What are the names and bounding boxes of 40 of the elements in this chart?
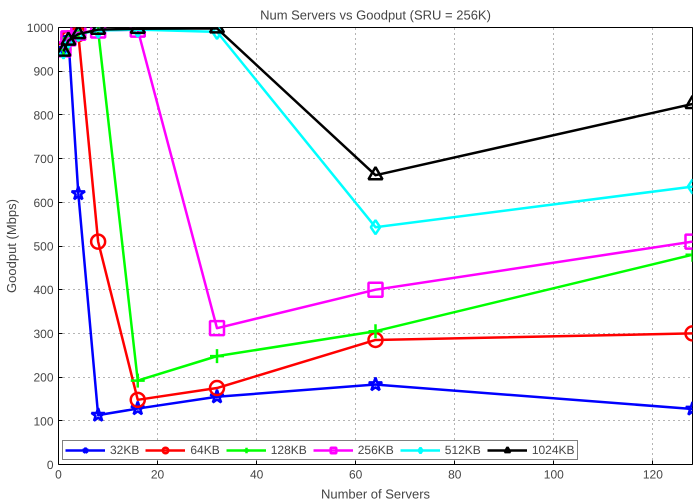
y-tick-label: 100 <box>33 414 54 428</box>
legend-label: 64KB <box>190 443 220 457</box>
point <box>130 392 146 408</box>
y-tick-label: 500 <box>33 240 54 254</box>
y-tick-label: 700 <box>33 152 54 166</box>
x-tick-label: 80 <box>448 468 462 482</box>
point <box>130 372 146 389</box>
y-tick-label: 800 <box>33 108 54 122</box>
y-axis-title: Goodput (Mbps) <box>4 199 19 293</box>
x-tick-label: 20 <box>150 468 165 482</box>
legend-label: 32KB <box>110 443 140 457</box>
point <box>368 376 384 392</box>
x-tick-label: 40 <box>250 468 264 482</box>
y-tick-label: 0 <box>46 458 54 472</box>
point <box>367 281 384 298</box>
legend-label: 256KB <box>358 443 394 457</box>
x-tick-label: 100 <box>544 468 564 482</box>
x-tick-label: 0 <box>55 468 62 482</box>
point <box>208 320 226 336</box>
y-tick-label: 900 <box>33 64 54 79</box>
point <box>367 332 384 348</box>
chart-title: Num Servers vs Goodput (SRU = 256K) <box>260 8 491 22</box>
y-tick-label: 300 <box>33 326 54 341</box>
point <box>208 348 226 364</box>
point <box>90 406 106 422</box>
y-tick-label: 200 <box>33 370 54 385</box>
point <box>90 233 106 250</box>
legend-label: 512KB <box>444 443 481 457</box>
x-tick-label: 60 <box>349 468 363 482</box>
point <box>367 322 384 340</box>
point <box>370 218 382 236</box>
x-axis-title: Number of Servers <box>320 486 431 502</box>
y-tick-label: 400 <box>33 283 54 298</box>
y-tick-label: 1000 <box>26 21 54 35</box>
point <box>70 185 86 200</box>
y-tick-label: 600 <box>33 196 54 210</box>
point <box>208 380 226 396</box>
legend-label: 128KB <box>270 443 307 457</box>
x-tick-label: 120 <box>642 468 664 482</box>
legend-label: 1024KB <box>532 443 575 457</box>
